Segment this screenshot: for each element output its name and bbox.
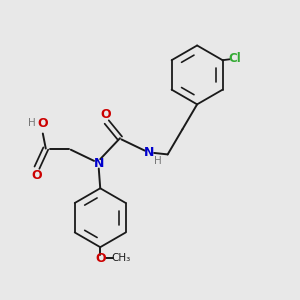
Text: O: O — [38, 117, 48, 130]
Text: N: N — [94, 157, 104, 170]
Text: Cl: Cl — [228, 52, 241, 65]
Text: H: H — [154, 156, 162, 166]
Text: N: N — [144, 146, 154, 159]
Text: O: O — [95, 252, 106, 265]
Text: O: O — [101, 108, 111, 121]
Text: CH₃: CH₃ — [112, 254, 131, 263]
Text: O: O — [31, 169, 42, 182]
Text: H: H — [28, 118, 35, 128]
